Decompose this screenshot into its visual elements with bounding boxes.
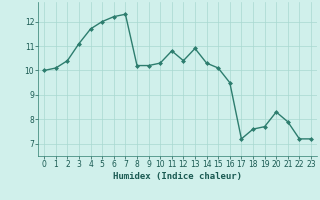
X-axis label: Humidex (Indice chaleur): Humidex (Indice chaleur)	[113, 172, 242, 181]
